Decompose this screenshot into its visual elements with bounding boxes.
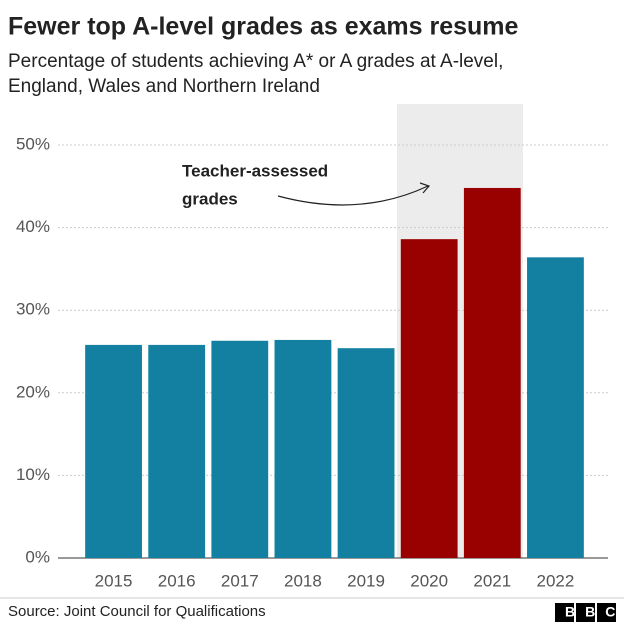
logo: BBC xyxy=(565,604,624,620)
y-tick-label: 50% xyxy=(16,134,50,153)
bar xyxy=(211,340,269,558)
x-tick-label: 2020 xyxy=(410,571,448,590)
y-tick-label: 20% xyxy=(16,382,50,401)
y-tick-label: 40% xyxy=(16,217,50,236)
chart-subtitle: Percentage of students achieving A* or A… xyxy=(8,51,503,72)
bar xyxy=(274,339,332,558)
logo-box xyxy=(597,603,616,622)
y-tick-label: 0% xyxy=(25,547,50,566)
x-tick-label: 2018 xyxy=(284,571,322,590)
logo-box xyxy=(555,603,574,622)
bar xyxy=(337,348,395,558)
x-tick-label: 2022 xyxy=(537,571,575,590)
chart-title: Fewer top A-level grades as exams resume xyxy=(8,13,519,41)
bar xyxy=(400,239,458,558)
source: Source: Joint Council for Qualifications xyxy=(8,603,266,620)
annotation: grades xyxy=(182,189,238,208)
x-tick-label: 2015 xyxy=(95,571,133,590)
logo-box xyxy=(576,603,595,622)
annotation: Teacher-assessed xyxy=(182,161,328,180)
annotation-arrow xyxy=(277,185,429,206)
x-tick-label: 2021 xyxy=(473,571,511,590)
y-tick-label: 10% xyxy=(16,465,50,484)
bar xyxy=(527,257,584,558)
y-tick-label: 30% xyxy=(16,300,50,319)
chart-subtitle: England, Wales and Northern Ireland xyxy=(8,76,320,97)
bar xyxy=(85,344,142,558)
bar xyxy=(148,344,206,558)
bar xyxy=(463,187,521,558)
x-tick-label: 2016 xyxy=(158,571,196,590)
annotation-arrowhead xyxy=(419,182,431,194)
x-tick-label: 2017 xyxy=(221,571,259,590)
x-tick-label: 2019 xyxy=(347,571,385,590)
